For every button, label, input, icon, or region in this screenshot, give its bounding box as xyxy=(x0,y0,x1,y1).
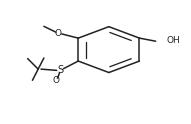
Text: O: O xyxy=(55,29,62,38)
Text: S: S xyxy=(57,65,63,75)
Text: OH: OH xyxy=(167,36,180,46)
Text: O: O xyxy=(52,76,59,85)
